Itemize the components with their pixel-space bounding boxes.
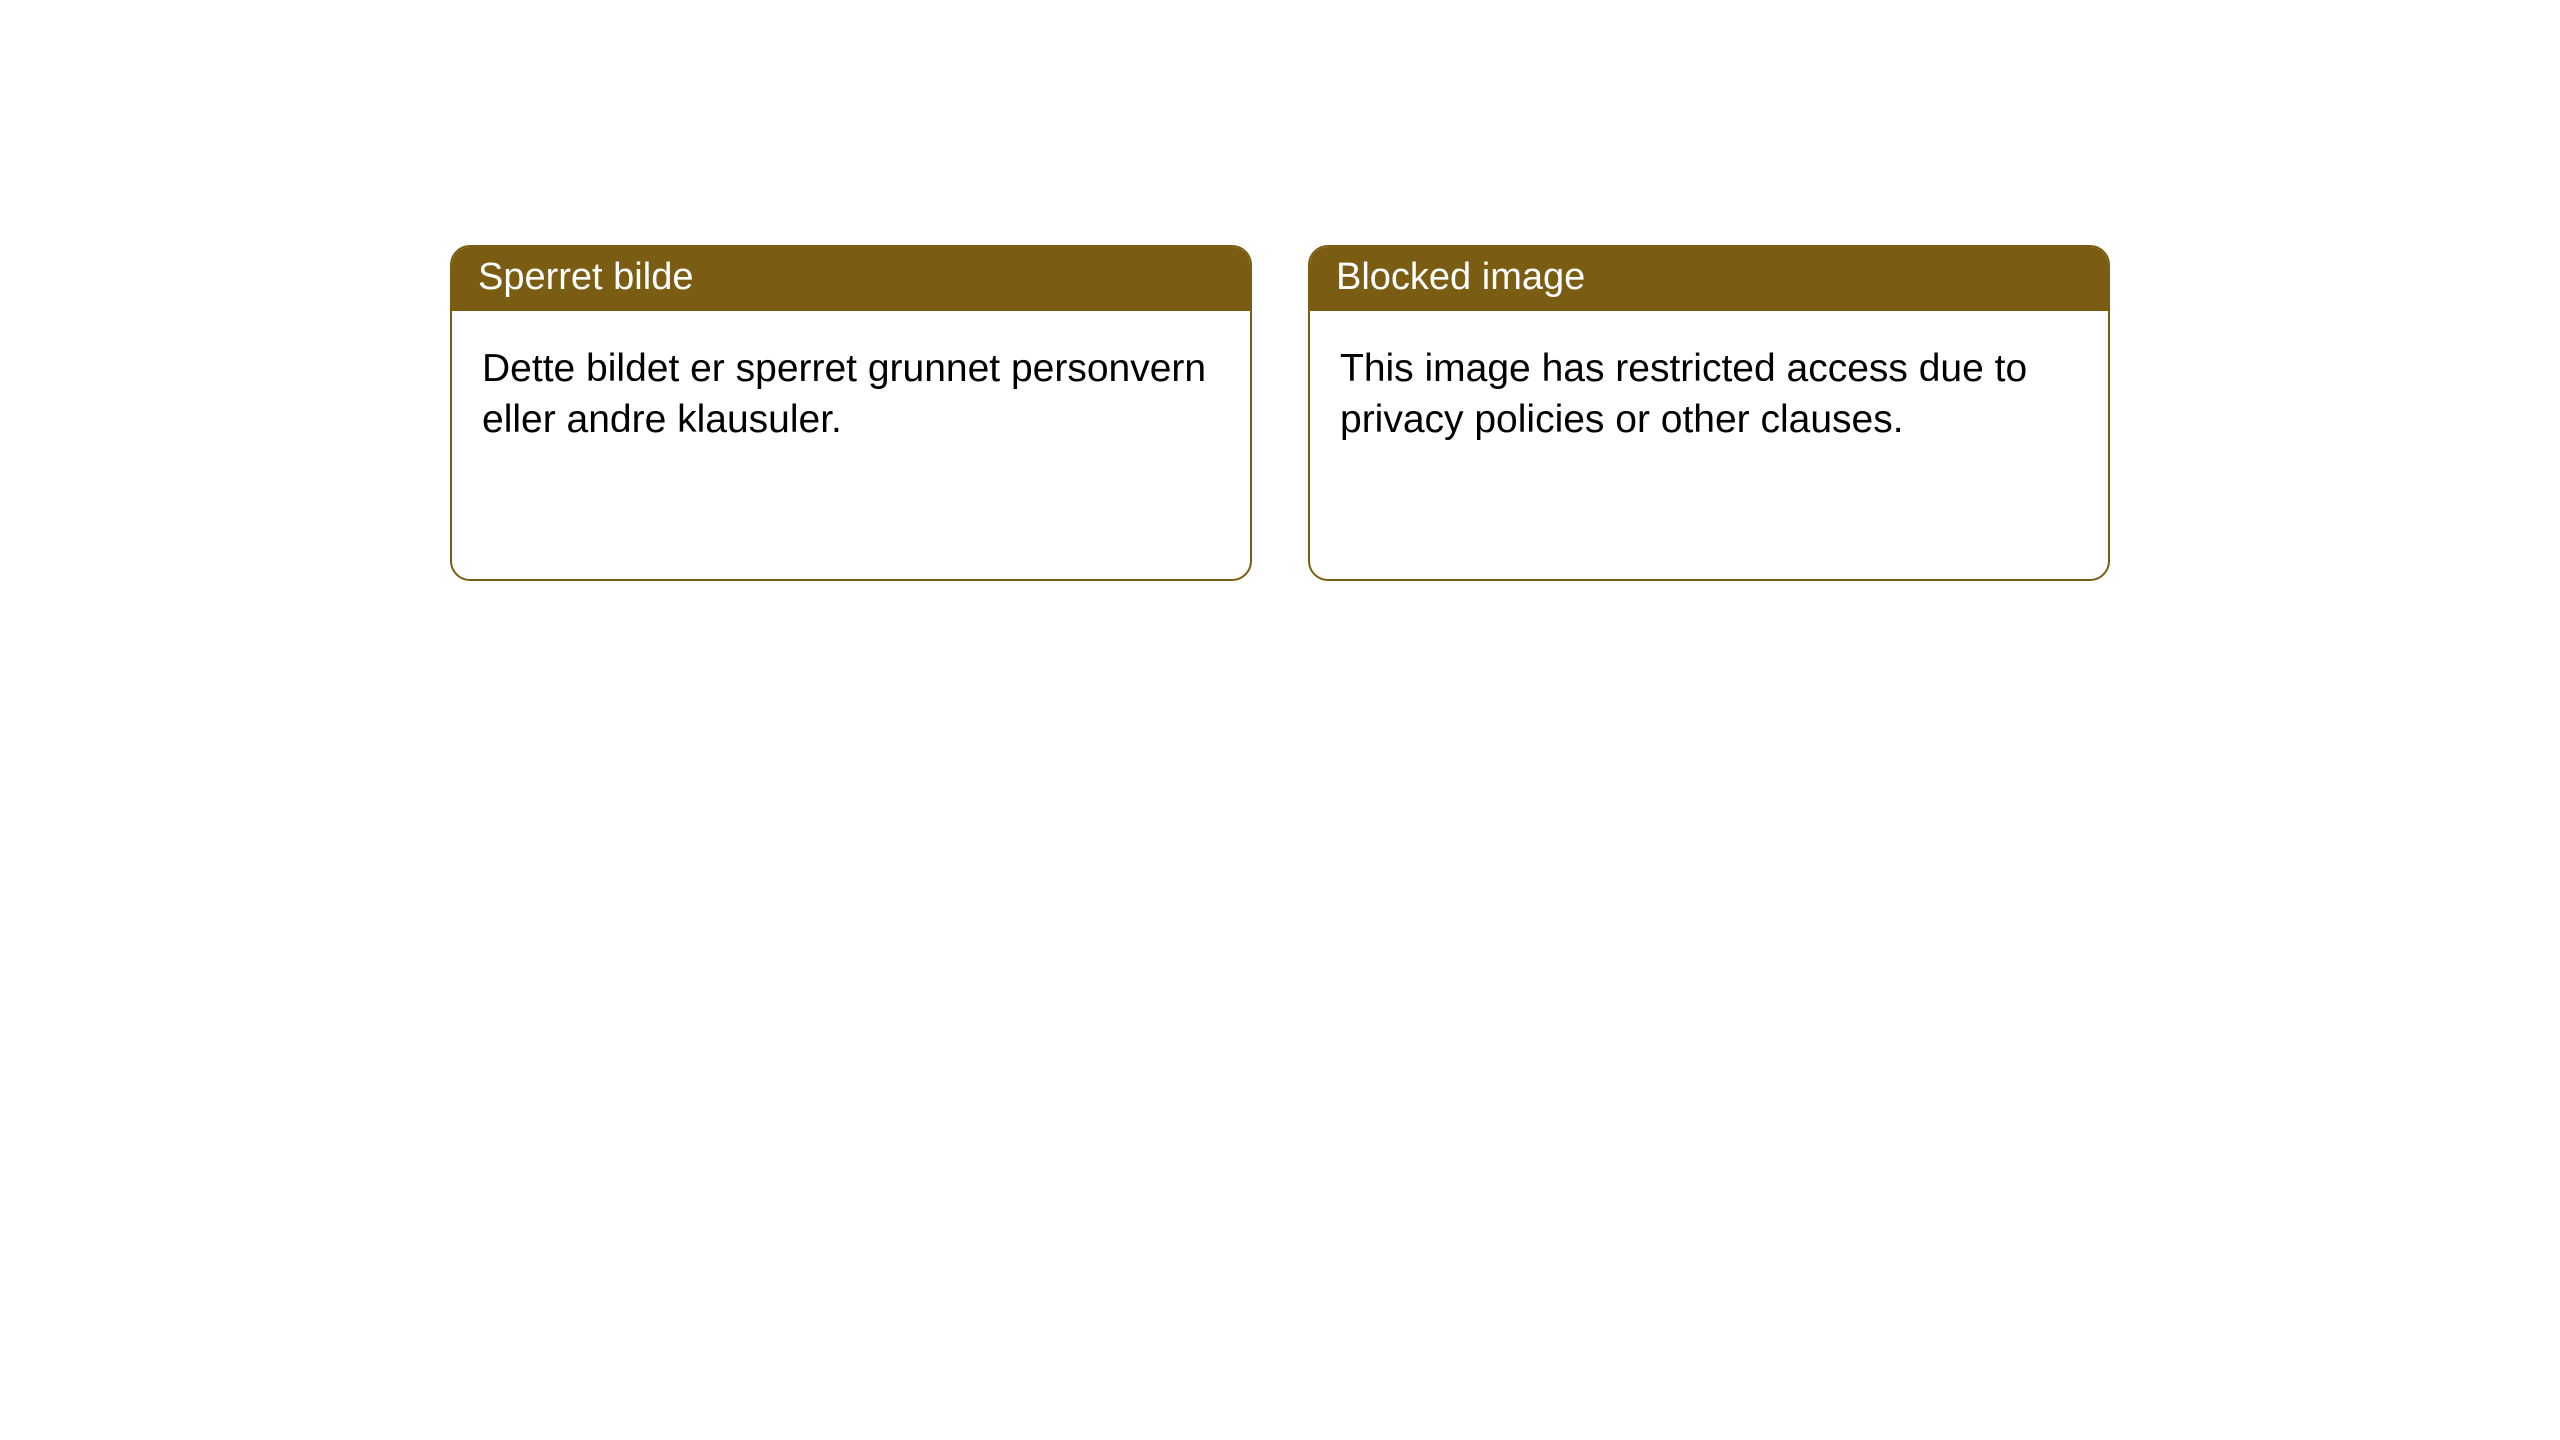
card-body-text: This image has restricted access due to … (1310, 311, 2108, 447)
notice-card-english: Blocked image This image has restricted … (1308, 245, 2110, 581)
card-title: Sperret bilde (452, 247, 1250, 311)
notice-card-container: Sperret bilde Dette bildet er sperret gr… (0, 0, 2560, 581)
notice-card-norwegian: Sperret bilde Dette bildet er sperret gr… (450, 245, 1252, 581)
card-title: Blocked image (1310, 247, 2108, 311)
card-body-text: Dette bildet er sperret grunnet personve… (452, 311, 1250, 447)
